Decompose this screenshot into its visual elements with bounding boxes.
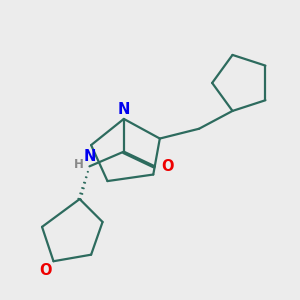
Text: O: O [161, 159, 173, 174]
Text: N: N [118, 102, 130, 117]
Text: O: O [39, 263, 52, 278]
Text: H: H [74, 158, 84, 171]
Text: N: N [83, 149, 96, 164]
